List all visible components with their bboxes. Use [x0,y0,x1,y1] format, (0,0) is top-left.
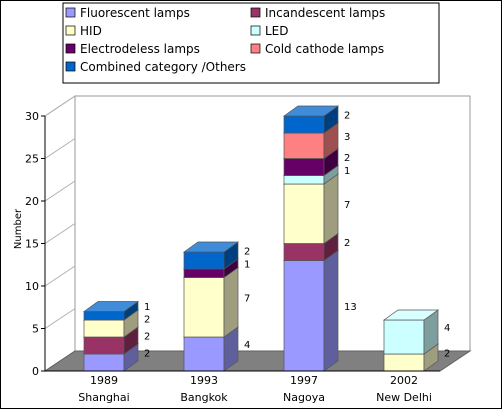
legend-label: Incandescent lamps [265,6,385,20]
bar-top [182,241,240,253]
y-tick-label: 25 [25,153,39,166]
data-label: 2 [344,153,350,164]
data-label: 2 [244,247,250,258]
bar-top [82,301,140,312]
legend-label: Electrodeless lamps [80,42,200,56]
data-label: 3 [344,132,350,143]
data-label: 2 [344,238,350,249]
bar-front [83,336,125,355]
data-label: 13 [344,302,357,313]
legend-swatch [65,25,76,36]
data-label: 1 [344,166,350,177]
wall-gridline [44,95,76,117]
data-label: 1 [144,302,150,313]
wall-gridline [44,180,76,202]
bar-front [283,243,325,261]
bar-segment [182,266,240,338]
data-label: 7 [344,200,350,211]
bar-segment [282,173,340,245]
x-tick-sublabel: Nagoya [283,391,325,404]
data-label: 2 [344,111,350,122]
legend-item: HID [65,24,102,38]
bar-top [382,309,440,321]
bar-side [323,249,339,372]
bar-front [283,260,325,372]
legend-label: Combined category /Others [80,60,246,74]
legend: Fluorescent lamps Incandescent lamps HID LE… [62,2,440,84]
bar-front [183,251,225,270]
legend-label: LED [265,24,289,38]
bar-front [383,353,425,372]
bar-side [323,173,339,245]
bar-top [282,105,340,117]
legend-item: Cold cathode lamps [250,42,384,56]
x-axis: 1989 Shanghai 1993 Bangkok 1997 Nagoya 2002 New… [45,370,440,404]
plot-walls [43,95,472,372]
legend-swatch [250,43,261,54]
legend-label: Cold cathode lamps [265,42,384,56]
y-tick-label: 0 [32,365,39,378]
bar-front [183,336,225,372]
legend-swatch [65,43,76,54]
legend-swatch [65,61,76,72]
bar-front [183,277,225,338]
bars [82,105,440,372]
wall-gridline [44,265,76,287]
x-tick-sublabel: New Delhi [376,391,432,404]
bar-segment [182,241,240,270]
x-tick-label: 1993 [190,374,218,387]
y-tick-label: 5 [32,323,39,336]
bar-segment [382,309,440,355]
bar-front [283,158,325,176]
data-label: 1 [244,259,250,270]
legend-swatch [250,7,261,18]
wall-gridline [44,223,76,244]
legend-item: Electrodeless lamps [65,42,200,56]
y-tick-label: 10 [25,280,39,293]
wall-gridline [44,308,76,329]
x-tick-sublabel: Bangkok [180,391,228,404]
data-label: 4 [444,323,450,334]
data-label: 7 [244,293,250,304]
legend-item: Combined category /Others [65,60,246,74]
bar-segment [82,300,140,321]
legend-item: LED [250,24,289,38]
legend-item: Fluorescent lamps [65,6,190,20]
y-tick-label: 15 [25,238,39,251]
bar-front [83,319,125,338]
y-axis-title: Number [13,208,24,249]
wall-gridline [44,138,76,159]
bar-front [383,319,425,355]
bar-front [283,132,325,159]
bar-segment [282,105,340,134]
data-label: 4 [244,340,250,351]
bar-segment [282,249,340,372]
bar-front [83,353,125,372]
legend-label: HID [80,24,102,38]
y-axis: 0 5 10 15 20 25 30 [25,110,46,378]
legend-item: Incandescent lamps [250,6,385,20]
legend-swatch [250,25,261,36]
x-tick-label: 2002 [390,374,418,387]
bar-front [283,183,325,244]
y-tick-label: 30 [25,110,39,123]
bar-front [283,175,325,185]
bar-side [223,266,239,338]
x-tick-sublabel: Shanghai [78,391,129,404]
bar-front [183,268,225,278]
data-label: 2 [144,332,150,343]
data-label: 2 [444,349,450,360]
data-label: 2 [144,349,150,360]
legend-label: Fluorescent lamps [80,6,190,20]
x-tick-label: 1989 [90,374,118,387]
y-tick-label: 20 [25,195,39,208]
bar-front [283,115,325,134]
bar-front [83,311,125,321]
x-tick-label: 1997 [290,374,318,387]
legend-swatch [65,7,76,18]
data-label: 2 [144,315,150,326]
